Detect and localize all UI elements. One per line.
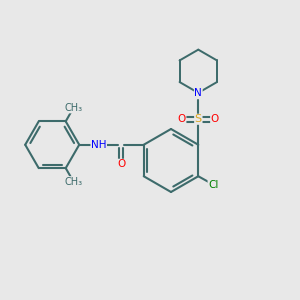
Text: O: O: [117, 159, 125, 169]
Text: O: O: [211, 114, 219, 124]
Text: CH₃: CH₃: [64, 103, 82, 113]
Text: NH: NH: [91, 140, 106, 150]
Text: S: S: [195, 114, 202, 124]
Text: CH₃: CH₃: [64, 177, 82, 187]
Text: O: O: [178, 114, 186, 124]
Text: N: N: [194, 88, 202, 98]
Text: Cl: Cl: [208, 180, 218, 190]
